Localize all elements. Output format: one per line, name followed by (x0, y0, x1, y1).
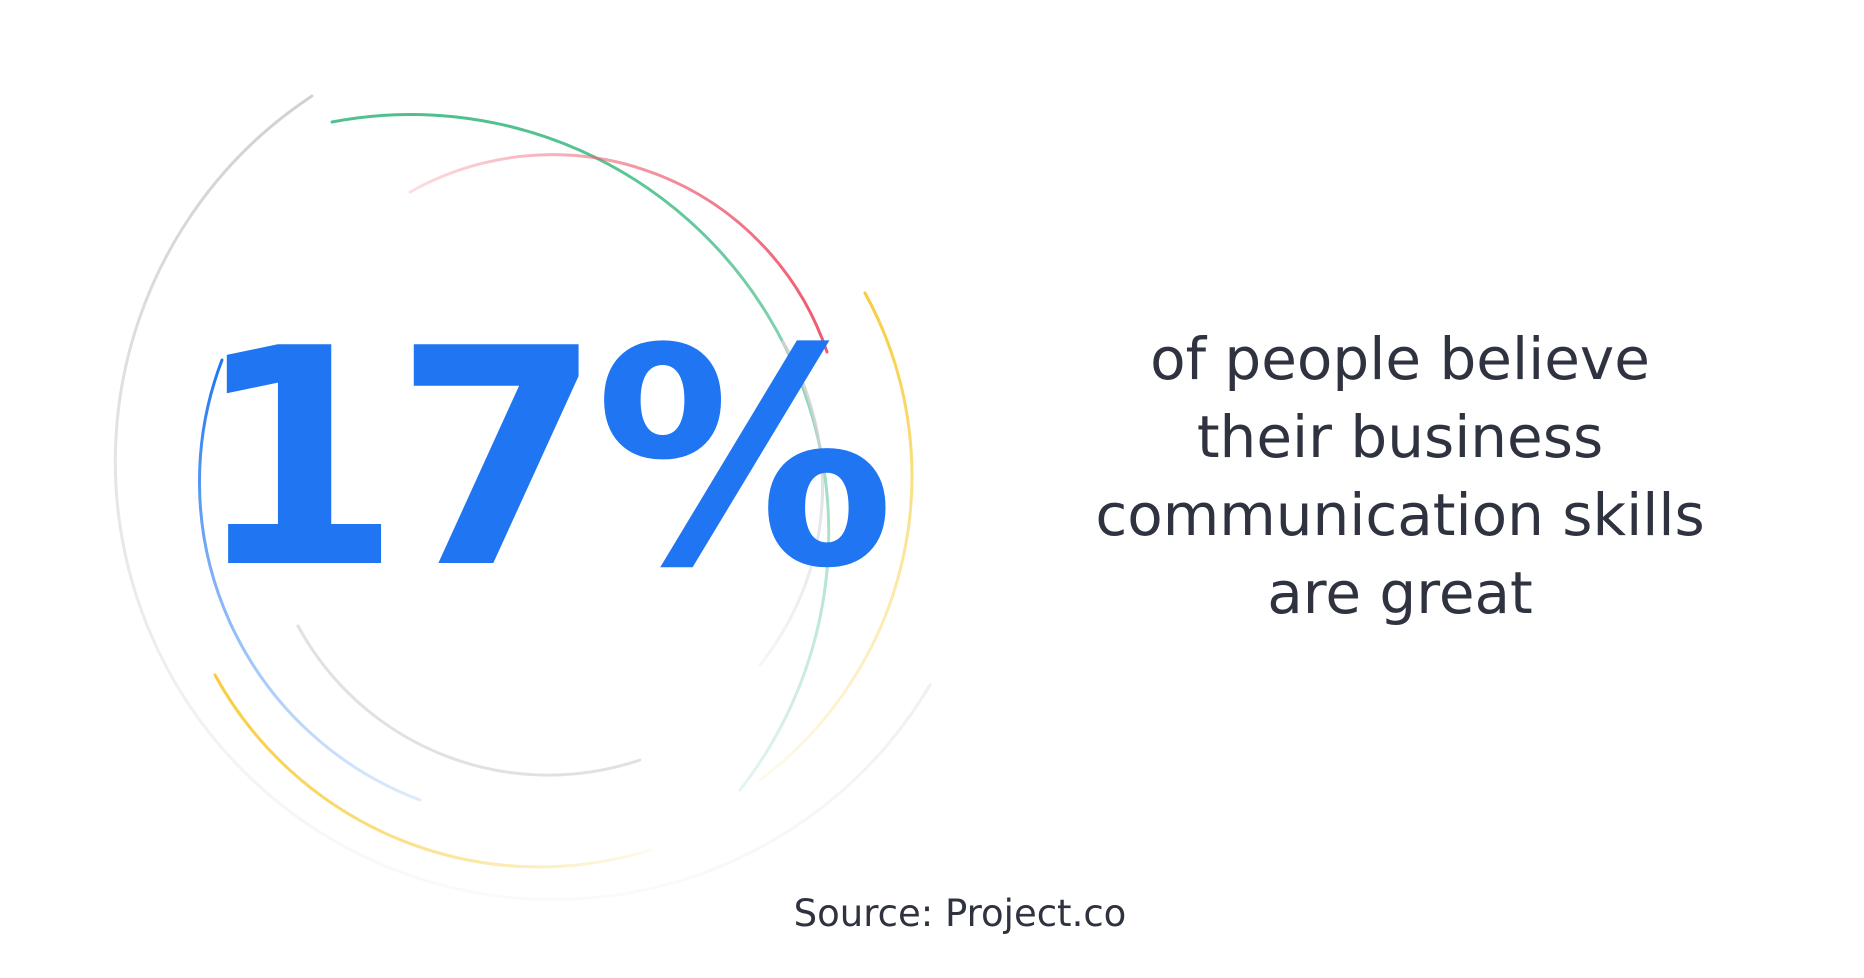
ring-yellow-right-arc (758, 291, 914, 782)
ring-red-arc (408, 153, 829, 354)
ring-inner-gray-arc (758, 340, 825, 667)
ring-inner-gray-lower-arc (296, 624, 642, 777)
caption-line: communication skills (1095, 481, 1705, 549)
stat-caption: of people believe their business communi… (1030, 320, 1770, 632)
caption-line: are great (1267, 559, 1533, 627)
ring-outer-green-arc (330, 113, 831, 792)
caption-line: of people believe (1150, 325, 1650, 393)
caption-line: their business (1196, 403, 1604, 471)
ring-blue-arc (197, 358, 422, 802)
source-note: Source: Project.co (793, 892, 1127, 935)
ring-yellow-left-arc (213, 673, 652, 869)
stat-percentage: 17% (192, 285, 895, 634)
ring-outer-gray-arc (113, 94, 932, 902)
